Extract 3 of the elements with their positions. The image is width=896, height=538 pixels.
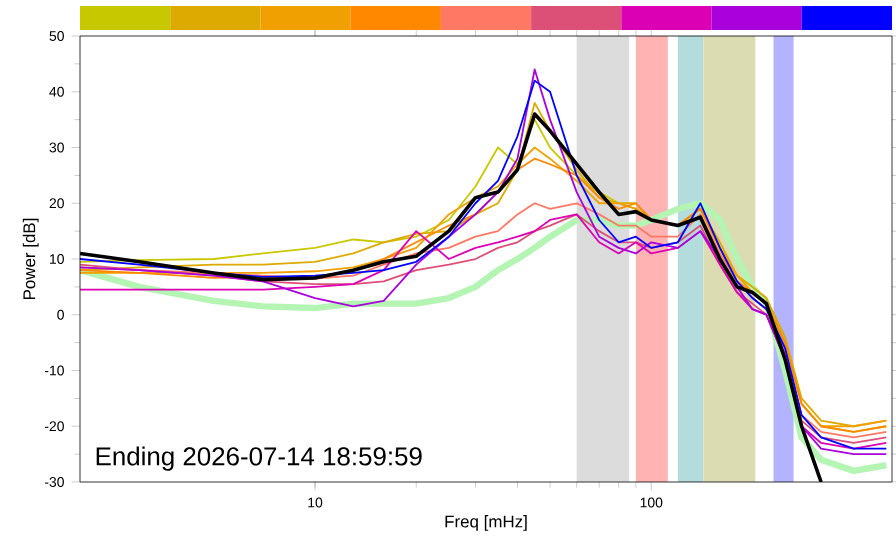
x-axis-title: Freq [mHz]	[445, 515, 527, 531]
annotation: Ending 2026-07-14 18:59:59	[96, 446, 422, 471]
y-axis-title: Power [dB]	[22, 218, 39, 300]
